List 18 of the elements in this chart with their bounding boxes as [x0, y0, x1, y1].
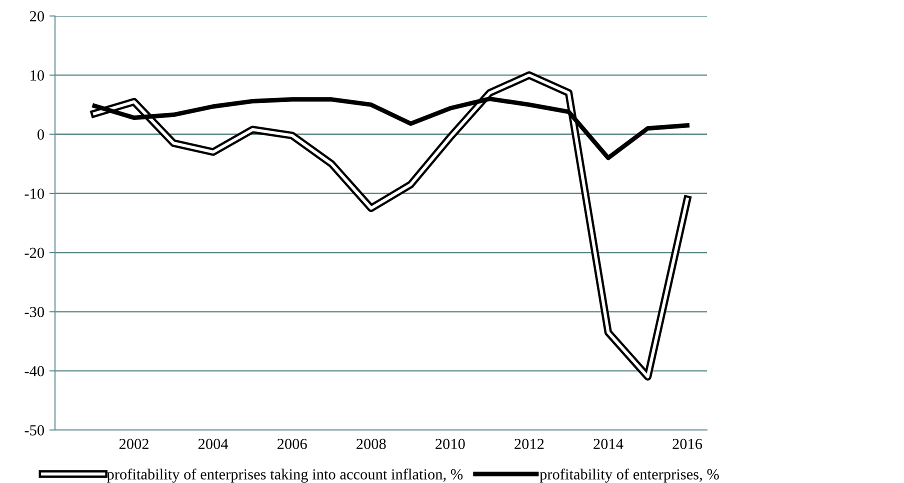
- legend-label: profitability of enterprises, %: [540, 468, 719, 483]
- y-tick-label: 10: [30, 70, 44, 81]
- x-tick-label: 2008: [356, 438, 386, 450]
- y-tick-label: -10: [24, 188, 44, 199]
- x-tick-label: 2014: [594, 438, 624, 450]
- y-tick-label: -20: [24, 248, 44, 258]
- y-tick-label: 20: [30, 11, 44, 22]
- x-tick-label: 2006: [277, 438, 307, 450]
- x-tick-label: 2016: [672, 438, 702, 450]
- x-tick-label: 2004: [198, 438, 228, 450]
- y-tick-label: -50: [24, 425, 44, 436]
- y-tick-label: -30: [24, 306, 44, 318]
- legend-label: profitability of enterprises taking into account inflation, %: [107, 468, 463, 483]
- y-tick-label: 0: [38, 129, 44, 140]
- x-tick-label: 2012: [514, 438, 544, 450]
- x-tick-label: 2010: [436, 438, 465, 450]
- y-tick-label: -40: [24, 366, 44, 376]
- x-tick-label: 2002: [119, 438, 148, 450]
